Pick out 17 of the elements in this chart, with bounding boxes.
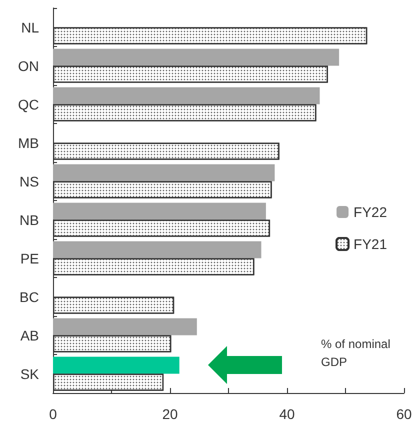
annotation: % of nominal GDP <box>321 337 394 369</box>
x-tick-label: 40 <box>279 406 295 422</box>
y-tick-label: PE <box>20 250 39 266</box>
y-tick-label: BC <box>20 288 39 305</box>
y-tick-label: MB <box>18 134 39 151</box>
y-tick-label: SK <box>20 366 40 382</box>
x-tick-label: 60 <box>396 406 412 422</box>
y-tick-label: NS <box>20 173 39 190</box>
y-tick-label: NB <box>20 212 39 228</box>
legend-label: FY22 <box>354 204 388 220</box>
x-tick-label: 0 <box>49 406 58 422</box>
legend-label: FY21 <box>354 236 388 252</box>
x-tick-label: 20 <box>162 406 178 422</box>
y-tick-label: NL <box>21 19 40 36</box>
y-tick-label: AB <box>20 327 39 344</box>
y-tick-label: ON <box>18 58 39 74</box>
y-tick-label: QC <box>18 96 39 112</box>
